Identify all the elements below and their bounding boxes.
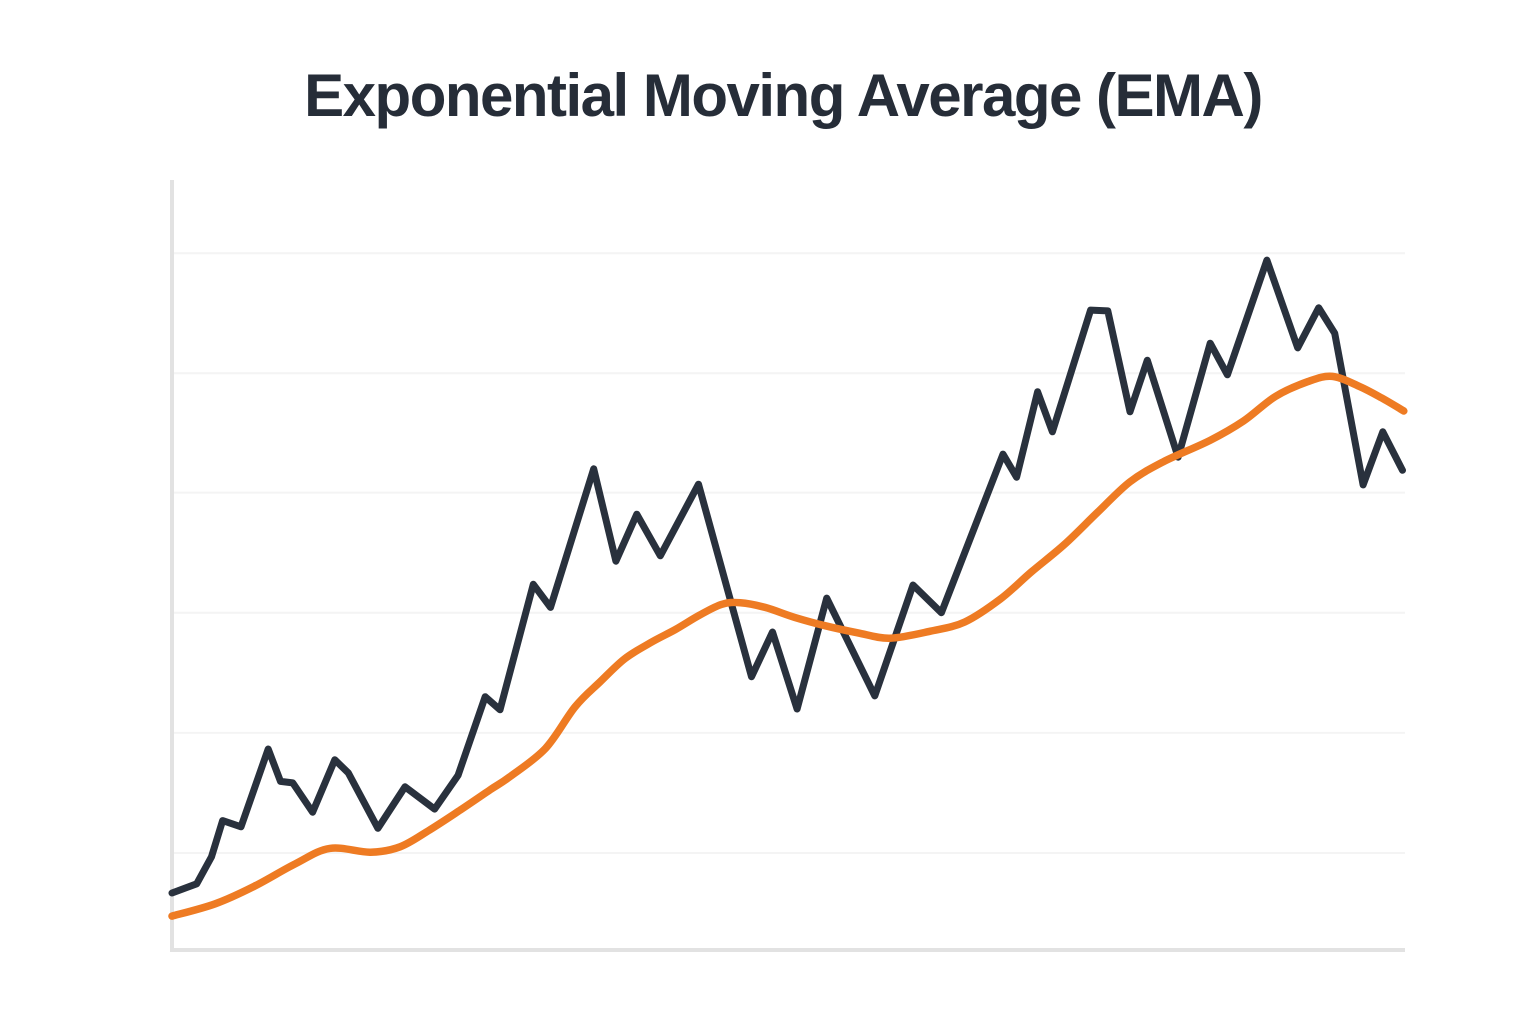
price-line: [168, 256, 1406, 897]
ema-line: [168, 372, 1408, 920]
chart-title: Exponential Moving Average (EMA): [304, 62, 1263, 129]
